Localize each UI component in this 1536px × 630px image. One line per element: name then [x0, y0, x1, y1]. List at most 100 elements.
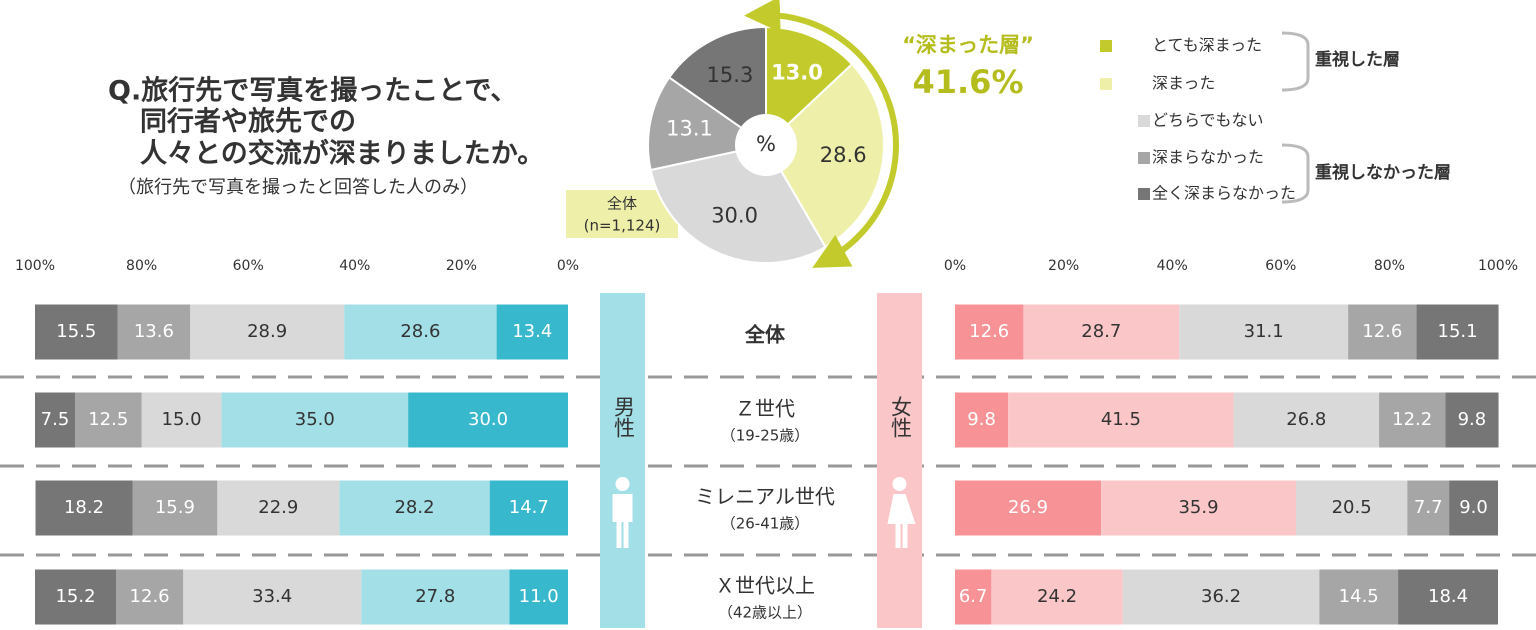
bar-segment — [509, 569, 568, 625]
bar-value-label: 24.2 — [1037, 586, 1077, 607]
bar-segment — [955, 569, 992, 625]
bar-segment — [1379, 392, 1446, 448]
bar-segment — [35, 304, 118, 360]
bar-segment — [1416, 304, 1499, 360]
bar-segment — [955, 480, 1102, 536]
bar-value-label: 18.4 — [1428, 586, 1468, 607]
x-tick-label: 40% — [339, 258, 370, 274]
bar-segment — [1296, 480, 1408, 536]
bar-value-label: 28.6 — [400, 321, 440, 342]
legend-label: どちらでもない — [1152, 111, 1264, 130]
legend-swatch — [1100, 40, 1112, 52]
bar-value-label: 15.5 — [56, 321, 96, 342]
bar-segment — [141, 392, 222, 448]
bar-value-label: 9.0 — [1459, 497, 1488, 518]
x-tick-label: 0% — [944, 258, 966, 274]
arc-arrow — [744, 0, 899, 268]
icon — [887, 494, 916, 548]
bar-segment — [991, 569, 1123, 625]
panel-label: 女性 — [889, 396, 913, 438]
category-sublabel: （19-25歳） — [721, 427, 810, 445]
panel-band — [600, 293, 645, 628]
legend-label: 深まった — [1152, 74, 1215, 93]
bar-value-label: 26.9 — [1008, 497, 1048, 518]
x-tick-label: 20% — [1048, 258, 1079, 274]
separators — [0, 375, 1536, 557]
subtitle: （旅行先で写真を撮ったと回答した人のみ） — [118, 177, 478, 198]
bar-segment — [1179, 304, 1349, 360]
bar-value-label: 18.2 — [64, 497, 104, 518]
bar-value-label: 35.9 — [1178, 497, 1218, 518]
bar-segment — [35, 569, 117, 625]
bar-segment — [955, 392, 1009, 448]
bar-segment — [217, 480, 340, 536]
legend-swatch — [1100, 78, 1112, 90]
legend-group: 重視しなかった層 — [1315, 162, 1451, 183]
x-tick-label: 60% — [233, 258, 264, 274]
bar-value-label: 30.0 — [468, 409, 508, 430]
panel-label: 男性 — [612, 396, 636, 438]
bar-segment — [1348, 304, 1417, 360]
category-label: ミレニアル世代 — [695, 485, 835, 509]
bar-value-label: 41.5 — [1101, 409, 1141, 430]
bar-value-label: 15.9 — [155, 497, 195, 518]
pie-value-label: 13.1 — [666, 117, 713, 141]
category-sublabel: （26-41歳） — [721, 515, 810, 533]
legend-label: 深まらなかった — [1152, 148, 1264, 167]
bar-value-label: 7.7 — [1414, 497, 1443, 518]
bar-value-label: 28.7 — [1081, 321, 1121, 342]
bar-value-label: 13.6 — [134, 321, 174, 342]
x-tick-label: 20% — [446, 258, 477, 274]
bar-segment — [955, 304, 1024, 360]
bar-value-label: 15.2 — [55, 586, 95, 607]
category-sublabel: （42歳以上） — [718, 604, 812, 622]
bar-segment — [1449, 480, 1498, 536]
bar-segment — [1233, 392, 1380, 448]
category-label: 全体 — [744, 323, 786, 347]
bar-segment — [221, 392, 409, 448]
bar-segment — [1319, 569, 1399, 625]
title-line: 人々との交流が深まりましたか。 — [140, 138, 544, 170]
bar-value-label: 28.9 — [247, 321, 287, 342]
legend-label: 全く深まらなかった — [1152, 184, 1296, 203]
bar-segment — [1407, 480, 1450, 536]
title-line: Q.旅行先で写真を撮ったことで、 — [108, 75, 517, 107]
pie-label: (n=1,124) — [584, 217, 661, 235]
x-tick-label: 0% — [557, 258, 579, 274]
bar-value-label: 12.5 — [88, 409, 128, 430]
bar-value-label: 15.1 — [1438, 321, 1478, 342]
category-label: Ｘ世代以上 — [715, 574, 815, 598]
bar-value-label: 12.6 — [130, 586, 170, 607]
bar-value-label: 33.4 — [252, 586, 292, 607]
pie-value-label: 30.0 — [711, 203, 758, 227]
bar-value-label: 28.2 — [394, 497, 434, 518]
icon — [615, 477, 630, 491]
bar-value-label: 6.7 — [959, 586, 988, 607]
annotation: 41.6% — [912, 63, 1023, 101]
x-tick-label: 40% — [1157, 258, 1188, 274]
bar-segment — [408, 392, 568, 448]
icon — [612, 494, 633, 548]
annotation: “深まった層” — [902, 33, 1034, 57]
legend-swatch — [1138, 188, 1150, 200]
bar-segment — [1101, 480, 1297, 536]
bracket — [1281, 31, 1310, 92]
bar-segment — [1023, 304, 1180, 360]
bar-value-label: 12.6 — [1362, 321, 1402, 342]
bar-segment — [116, 569, 184, 625]
bar-segment — [74, 392, 142, 448]
bar-value-label: 36.2 — [1201, 586, 1241, 607]
bar-value-label: 27.8 — [415, 586, 455, 607]
pie-value-label: 13.0 — [771, 60, 823, 84]
bar-segment — [1398, 569, 1498, 625]
bar-value-label: 31.1 — [1244, 321, 1284, 342]
panel-band — [877, 293, 922, 628]
bar-value-label: 20.5 — [1332, 497, 1372, 518]
bar-value-label: 14.5 — [1339, 586, 1379, 607]
category-label: Ｚ世代 — [735, 397, 795, 421]
pie-value-label: 15.3 — [707, 63, 754, 87]
bar-segment — [496, 304, 568, 360]
bar-segment — [361, 569, 510, 625]
pie-center-label: % — [756, 132, 776, 156]
